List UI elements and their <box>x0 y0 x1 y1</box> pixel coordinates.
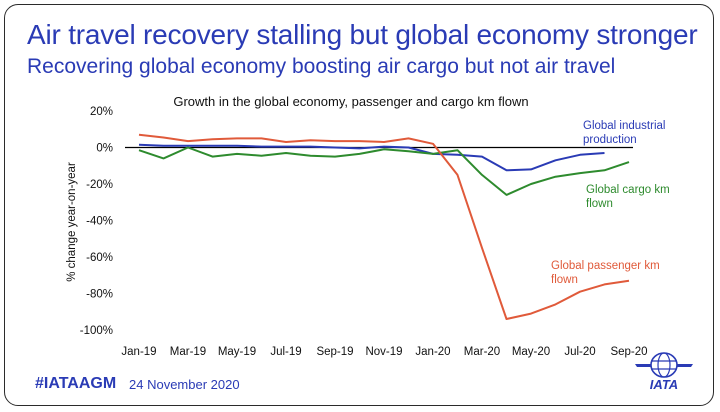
y-tick-label: -100% <box>80 325 113 337</box>
y-axis-label: % change year-on-year <box>66 162 78 282</box>
series-line <box>138 146 630 196</box>
slide-frame: Air travel recovery stalling but global … <box>4 4 714 406</box>
series-line <box>138 143 605 172</box>
y-tick-label: -40% <box>86 216 113 228</box>
series-line <box>138 133 630 320</box>
series-labels: Global industrial production Global cargo … <box>551 120 670 286</box>
series-label: Global cargo km flown <box>586 184 670 210</box>
y-tick-label: -20% <box>86 179 113 191</box>
y-tick-labels: 20% 0% -20% -40% -60% -80% -100% <box>80 106 113 337</box>
iata-logo-text: IATA <box>650 377 678 391</box>
x-tick-label: Jul-19 <box>270 346 301 358</box>
x-tick-label: Jul-20 <box>564 346 595 358</box>
y-tick-label: -60% <box>86 252 113 264</box>
iata-logo: IATA <box>635 352 693 391</box>
slide-title: Air travel recovery stalling but global … <box>27 19 698 50</box>
globe-icon <box>635 352 693 378</box>
x-tick-label: Nov-19 <box>365 346 402 358</box>
line-chart: Growth in the global economy, passenger … <box>66 94 670 358</box>
slide-subtitle: Recovering global economy boosting air c… <box>27 55 616 78</box>
x-tick-label: Jan-20 <box>415 346 450 358</box>
x-tick-labels: Jan-19 Mar-19 May-19 Jul-19 Sep-19 Nov-19 Jan-… <box>121 346 647 358</box>
chart-title: Growth in the global economy, passenger … <box>173 94 528 109</box>
x-tick-label: Mar-19 <box>170 346 206 358</box>
series-lines <box>138 133 630 320</box>
x-tick-label: Jan-19 <box>121 346 156 358</box>
x-tick-label: Mar-20 <box>464 346 500 358</box>
y-tick-label: 0% <box>96 143 113 155</box>
footer-hashtag: #IATAAGM <box>35 375 117 392</box>
x-tick-label: Sep-19 <box>316 346 353 358</box>
x-tick-label: May-20 <box>512 346 550 358</box>
footer-date: 24 November 2020 <box>129 377 240 392</box>
series-label: Global industrial production <box>583 120 665 146</box>
y-tick-label: -80% <box>86 289 113 301</box>
x-tick-label: Sep-20 <box>610 346 647 358</box>
x-tick-label: May-19 <box>218 346 256 358</box>
y-tick-label: 20% <box>90 106 113 118</box>
series-label: Global passenger km flown <box>551 260 660 286</box>
